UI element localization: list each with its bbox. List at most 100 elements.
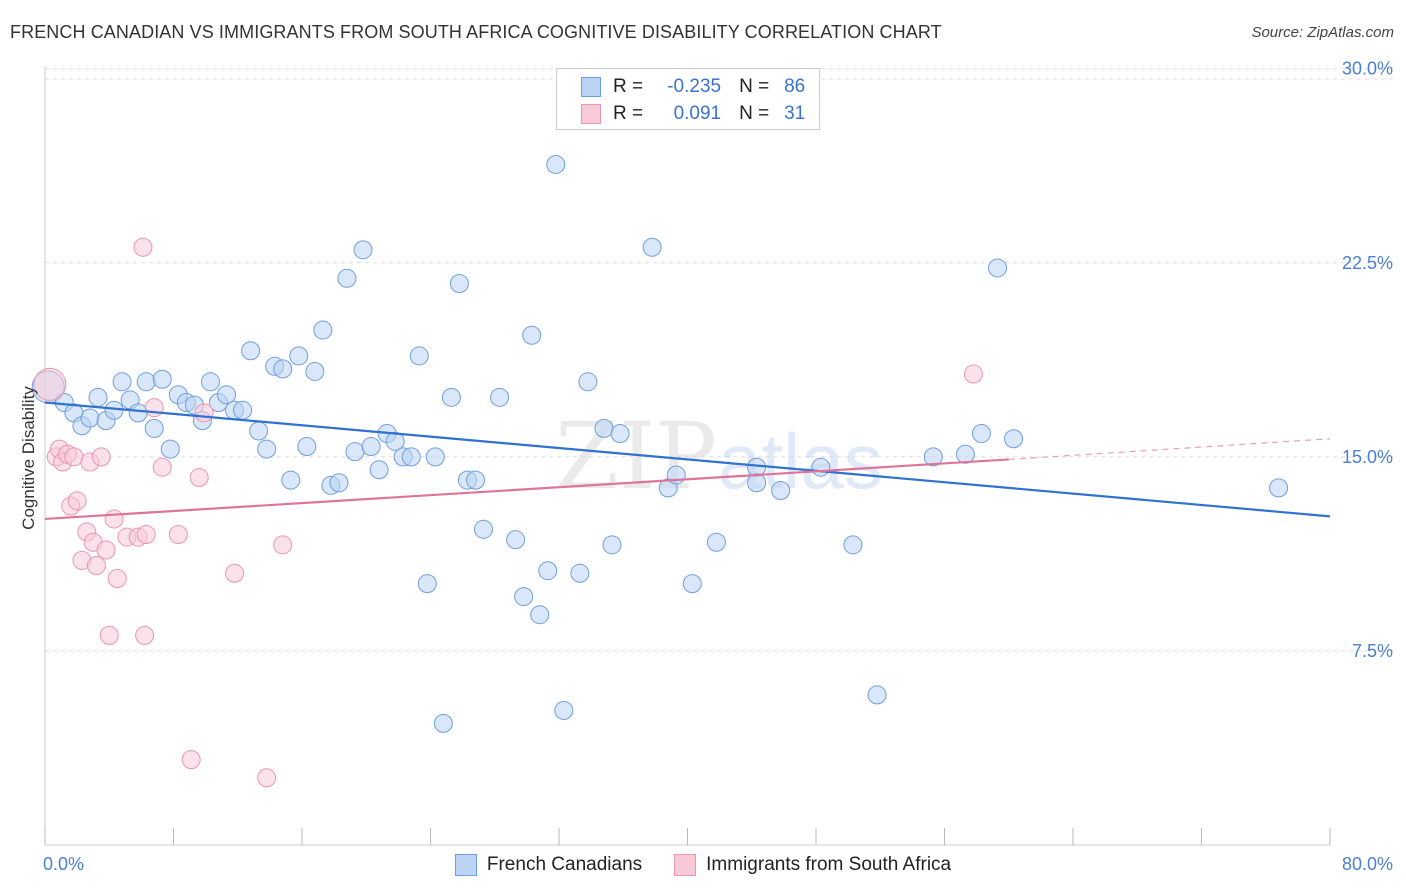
french-canadians-point [160, 439, 180, 459]
south-africa-point [133, 237, 153, 257]
french-canadians-point [313, 320, 333, 340]
french-canadians-point [281, 470, 301, 490]
french-canadians-point [297, 437, 317, 456]
legend-swatch-pink [581, 104, 601, 124]
french-canadians-point [409, 346, 429, 366]
french-canadians-point [602, 535, 622, 555]
legend-swatch-pink [674, 854, 697, 876]
french-canadians-point [361, 437, 381, 456]
french-canadians-point [578, 372, 598, 392]
french-canadians-point [345, 442, 365, 462]
south-africa-trend-extension [1008, 438, 1331, 461]
south-africa-point [91, 447, 111, 467]
south-africa-point [135, 625, 155, 645]
french-canadians-point [538, 561, 558, 581]
y-tick-label: 30.0% [1342, 59, 1393, 79]
french-canadians-point [80, 408, 100, 428]
south-africa-point [273, 535, 293, 555]
legend-r-label: R = [613, 76, 644, 97]
axes [44, 66, 1331, 846]
legend-n-label: N = [739, 76, 770, 97]
french-canadians-point [682, 574, 702, 594]
south-africa-point [168, 524, 188, 544]
french-canadians-point [747, 473, 767, 493]
french-canadians-point [594, 418, 614, 438]
watermark-atlas: atlas [718, 417, 883, 505]
legend-n-label: N = [739, 103, 770, 124]
y-tick-label: 15.0% [1342, 447, 1393, 467]
legend-swatch-blue [581, 77, 601, 97]
french-canadians-point [867, 685, 887, 705]
french-canadians-point [233, 400, 253, 420]
stats-legend: R = -0.235 N = 86 R = 0.091 N = 31 [556, 68, 820, 130]
french-canadians-point [449, 273, 469, 293]
south-africa-point [181, 750, 201, 770]
french-canadians-point [136, 372, 156, 392]
french-canadians-point [241, 341, 261, 361]
french-canadians-point [971, 424, 991, 444]
french-canadians-point [337, 268, 357, 288]
south-africa-point [189, 468, 209, 488]
french-canadians-point [425, 447, 445, 467]
south-africa-point [96, 540, 116, 560]
french-canadians-point [329, 473, 349, 493]
y-tick-label: 7.5% [1352, 641, 1393, 661]
french-canadians-point [144, 418, 164, 438]
french-canadians-point [530, 605, 550, 625]
south-africa-trend-line [44, 458, 1009, 521]
french-canadians-point [249, 421, 269, 441]
x-tick-label: 0.0% [43, 854, 84, 874]
french-canadians-point [923, 447, 943, 467]
legend-n-value: 31 [784, 103, 806, 124]
south-africa-point [225, 563, 245, 583]
french-canadians-point [1004, 429, 1024, 449]
french-canadians-point [152, 369, 172, 389]
french-canadians-point [273, 359, 293, 379]
french-canadians-point [385, 431, 405, 451]
french-canadians-point [217, 385, 237, 405]
gridlines [45, 68, 1393, 652]
south-africa-point [67, 491, 87, 511]
french-canadians-point [811, 457, 831, 477]
french-canadians-point [546, 154, 566, 174]
french-canadians-point [771, 480, 791, 500]
watermark-zip: ZIP [555, 403, 717, 510]
south-africa-point [136, 524, 156, 544]
french-canadians-point [955, 444, 975, 464]
south-africa-point [33, 367, 67, 401]
french-canadians-point [570, 563, 590, 583]
south-africa-point [152, 457, 172, 477]
french-canadians-point [474, 519, 494, 539]
chart-source: Source: ZipAtlas.com [1251, 24, 1394, 41]
french-canadians-point [490, 387, 510, 407]
trend-lines [44, 401, 1331, 521]
french-canadians-point [305, 361, 325, 381]
south-africa-point [257, 768, 277, 788]
legend-n-value: 86 [784, 76, 806, 97]
french-canadians-point [843, 535, 863, 555]
south-africa-point [64, 447, 84, 467]
y-tick-label: 22.5% [1342, 253, 1393, 273]
french-canadians-point [417, 574, 437, 594]
french-canadians-point [353, 240, 373, 260]
south-africa-point [107, 568, 127, 588]
y-axis-label: Cognitive Disability [19, 386, 38, 530]
legend-r-label: R = [613, 103, 644, 124]
french-canadians-trend-line [44, 401, 1331, 518]
french-canadians-point [706, 532, 726, 552]
south-africa-point [99, 625, 119, 645]
french-canadians-point [554, 700, 574, 720]
french-canadians-point [610, 424, 630, 444]
french-canadians-point [112, 372, 132, 392]
french-canadians-point [514, 587, 534, 607]
french-canadians-point [128, 403, 148, 423]
french-canadians-point [401, 447, 421, 467]
south-africa-point [86, 556, 106, 576]
french-canadians-point [433, 713, 453, 733]
french-canadians-point [369, 460, 389, 480]
legend-r-value: -0.235 [667, 76, 722, 97]
watermark: ZIP atlas [555, 403, 883, 510]
legend-item-french-canadians: French Canadians [454, 854, 642, 876]
legend-swatch-blue [454, 854, 477, 876]
